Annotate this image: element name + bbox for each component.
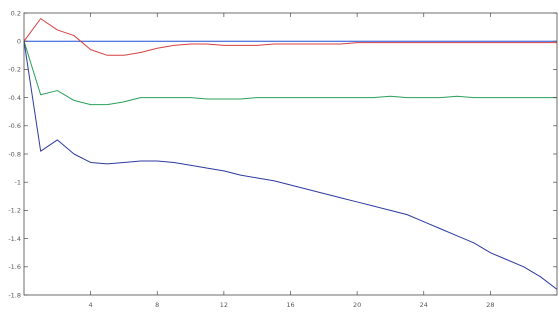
y-tick-label: -0.6 <box>8 122 21 130</box>
x-tick-label: 12 <box>220 301 228 309</box>
x-tick-label: 28 <box>486 301 494 309</box>
y-tick-label: -1.4 <box>8 235 21 243</box>
y-tick-label: 0.2 <box>11 9 21 17</box>
ticks: 0.2 0 -0.2 -0.4 -0.6 -0.8 -1 -1.2 -1.4 -1.6 -1.8 4 8… <box>8 9 557 309</box>
y-tick-label: -0.8 <box>8 150 21 158</box>
y-tick-label: -1.2 <box>8 207 21 215</box>
series-line-4 <box>23 41 558 290</box>
y-tick-label: -1 <box>15 179 21 187</box>
x-tick-label: 4 <box>89 301 93 309</box>
y-tick-label: -0.2 <box>8 66 21 74</box>
series-line-2 <box>23 18 557 56</box>
plot-area-frame <box>23 12 558 296</box>
x-tick-label: 8 <box>155 301 159 309</box>
y-tick-label: -1.6 <box>8 263 21 271</box>
x-tick-label: 20 <box>353 301 361 309</box>
y-tick-label: 0 <box>17 38 21 46</box>
axes <box>23 12 558 296</box>
x-tick-label: 24 <box>420 301 428 309</box>
y-tick-label: -0.4 <box>8 94 21 102</box>
series-line-3 <box>23 41 557 106</box>
x-tick-label: 16 <box>286 301 294 309</box>
series-layer <box>23 18 558 290</box>
y-tick-label: -1.8 <box>8 291 21 299</box>
